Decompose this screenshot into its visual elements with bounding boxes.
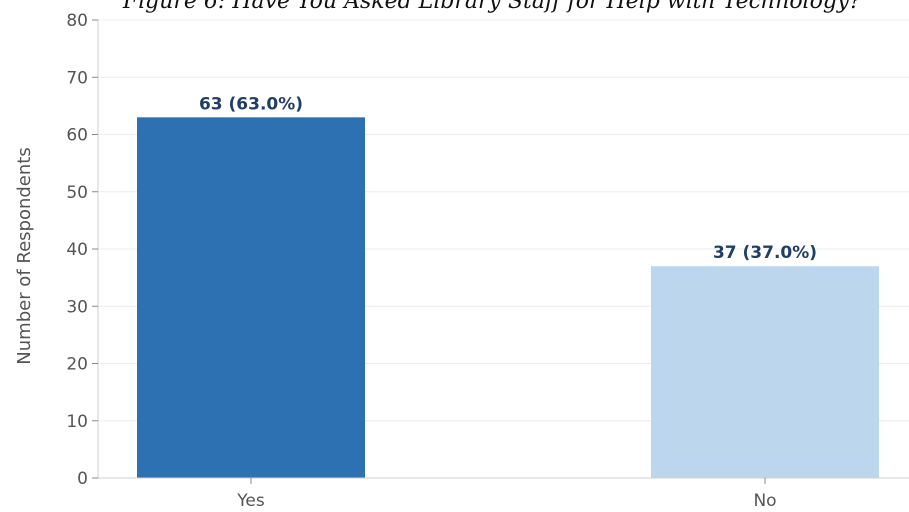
bar-data-label: 63 (63.0%) — [199, 94, 303, 114]
chart-title: Figure 6: Have You Asked Library Staff f… — [122, 0, 862, 14]
bar-data-labels: 63 (63.0%) 37 (37.0%) — [199, 94, 817, 263]
y-tick-label: 20 — [66, 355, 88, 375]
x-tick-label: Yes — [236, 491, 265, 511]
y-tick-label: 60 — [66, 126, 88, 146]
y-tick-label: 70 — [66, 68, 88, 88]
y-tick-label: 40 — [66, 240, 88, 260]
x-axis-ticks: Yes No — [236, 478, 777, 511]
y-tick-label: 0 — [77, 469, 88, 489]
bars — [137, 117, 879, 478]
bar-yes — [137, 117, 365, 478]
y-tick-label: 80 — [66, 11, 88, 31]
y-tick-label: 10 — [66, 412, 88, 432]
y-axis-label: Number of Respondents — [14, 147, 35, 364]
bar-no — [651, 266, 879, 478]
y-axis-ticks: 0 10 20 30 40 50 60 70 80 — [66, 11, 98, 489]
y-tick-label: 50 — [66, 183, 88, 203]
y-tick-label: 30 — [66, 297, 88, 317]
x-tick-label: No — [753, 491, 776, 511]
bar-data-label: 37 (37.0%) — [713, 243, 817, 263]
